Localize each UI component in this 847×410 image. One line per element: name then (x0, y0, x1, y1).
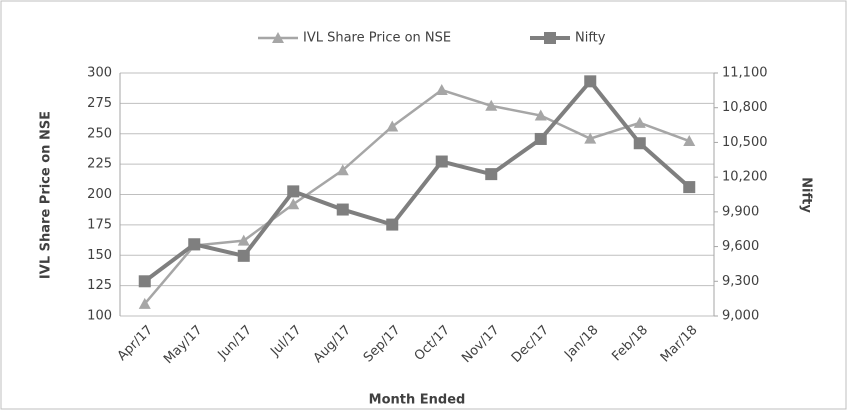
y2-axis-title: Nifty (799, 177, 814, 213)
point-marker (287, 198, 300, 210)
y2-tick-label: 9,900 (722, 204, 759, 219)
x-axis-title: Month Ended (369, 393, 466, 408)
point-marker (237, 249, 250, 262)
legend-marker (272, 32, 284, 43)
y2-tick-label: 10,200 (722, 170, 768, 185)
series-line (143, 88, 690, 305)
y-tick-label: 200 (87, 187, 112, 202)
point-marker (435, 155, 448, 168)
point-marker (584, 75, 597, 88)
point-marker (386, 120, 399, 132)
y2-tick-label: 9,300 (722, 274, 759, 289)
point-marker (435, 84, 448, 96)
point-marker (534, 109, 547, 121)
y-tick-label: 175 (87, 217, 112, 232)
point-marker (188, 238, 201, 251)
y-tick-label: 225 (87, 157, 112, 172)
point-marker (138, 275, 151, 288)
point-marker (633, 116, 646, 128)
legend-label: IVL Share Price on NSE (303, 31, 451, 46)
point-marker (683, 135, 696, 147)
legend-marker (544, 32, 556, 44)
y-tick-label: 300 (87, 66, 112, 81)
point-marker (633, 137, 646, 150)
point-marker (485, 99, 498, 111)
point-marker (534, 132, 547, 145)
y-tick-label: 125 (87, 278, 112, 293)
y2-tick-label: 11,100 (722, 66, 768, 81)
point-marker (683, 181, 696, 194)
point-marker (386, 218, 399, 231)
y2-tick-label: 9,000 (722, 309, 759, 324)
series-line (143, 78, 691, 283)
point-marker (584, 132, 597, 144)
point-marker (336, 164, 349, 176)
legend-label: Nifty (575, 31, 606, 46)
point-marker (138, 297, 151, 309)
point-marker (287, 185, 300, 198)
y-axis-title: IVL Share Price on NSE (39, 111, 54, 279)
point-marker (336, 203, 349, 216)
y2-tick-label: 10,800 (722, 100, 768, 115)
y-tick-label: 100 (87, 309, 112, 324)
y2-tick-label: 9,600 (722, 239, 759, 254)
point-marker (237, 234, 250, 246)
y-tick-label: 275 (87, 96, 112, 111)
y-tick-label: 150 (87, 248, 112, 263)
y2-tick-label: 10,500 (722, 135, 768, 150)
y-tick-label: 250 (87, 126, 112, 141)
point-marker (485, 168, 498, 181)
